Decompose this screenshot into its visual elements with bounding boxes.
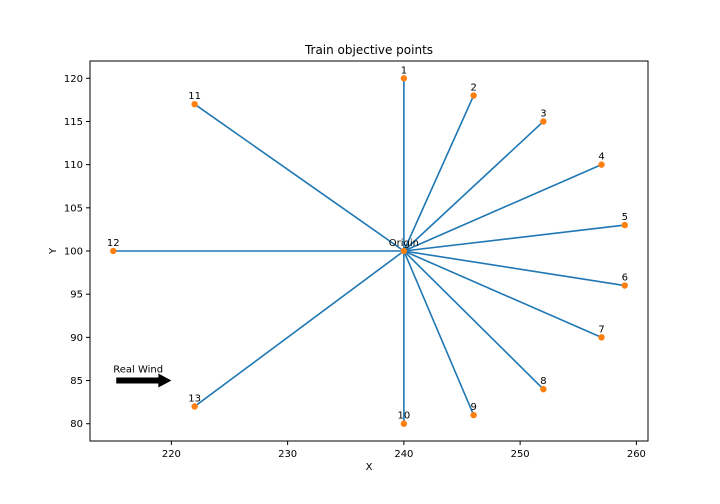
connection-line bbox=[403, 250, 602, 339]
x-tick-label: 240 bbox=[394, 449, 413, 460]
point-label: 9 bbox=[470, 402, 476, 413]
point-marker bbox=[400, 75, 408, 82]
connection-line bbox=[403, 250, 625, 287]
wind-label: Real Wind bbox=[113, 365, 163, 376]
connection-line bbox=[403, 163, 602, 252]
x-axis-label: X bbox=[366, 462, 373, 473]
connection-line bbox=[403, 224, 625, 252]
y-tick-label: 100 bbox=[64, 247, 83, 258]
y-tick-label: 85 bbox=[70, 376, 83, 387]
point-label: 6 bbox=[622, 273, 628, 284]
y-tick-label: 80 bbox=[70, 419, 83, 430]
point-label: 10 bbox=[398, 411, 411, 422]
origin-label: Origin bbox=[389, 238, 419, 249]
y-tick-label: 110 bbox=[64, 160, 83, 171]
point-label: 4 bbox=[598, 152, 604, 163]
point-label: 1 bbox=[401, 65, 407, 76]
point-marker bbox=[191, 403, 198, 410]
point-marker bbox=[598, 334, 605, 341]
wind-arrow-icon bbox=[116, 373, 172, 388]
connection-line bbox=[403, 250, 475, 416]
y-axis-label: Y bbox=[48, 247, 59, 255]
connection-line bbox=[403, 250, 544, 390]
point-marker bbox=[540, 118, 547, 125]
point-label: 11 bbox=[188, 91, 201, 102]
point-marker bbox=[110, 247, 117, 255]
y-tick-label: 120 bbox=[64, 74, 83, 85]
chart-title: Train objective points bbox=[304, 43, 433, 57]
connection-line bbox=[194, 250, 405, 408]
point-label: 5 bbox=[622, 212, 628, 223]
point-label: 3 bbox=[540, 108, 546, 119]
x-tick-label: 220 bbox=[162, 449, 181, 460]
y-tick-label: 90 bbox=[70, 333, 83, 344]
connection-line bbox=[403, 95, 475, 252]
y-tick-label: 95 bbox=[70, 290, 83, 301]
point-marker bbox=[470, 411, 477, 419]
point-label: 8 bbox=[540, 376, 546, 387]
y-tick-label: 115 bbox=[64, 117, 83, 128]
x-tick-label: 250 bbox=[511, 449, 530, 460]
point-label: 7 bbox=[598, 324, 604, 335]
wind-annotation: Real Wind bbox=[113, 365, 172, 388]
point-marker bbox=[621, 282, 628, 289]
point-label: 12 bbox=[107, 238, 120, 249]
point-marker bbox=[621, 221, 628, 229]
connection-line bbox=[403, 120, 544, 252]
point-marker bbox=[400, 420, 408, 427]
connection-lines bbox=[113, 78, 625, 424]
point-marker bbox=[191, 100, 198, 108]
point-markers bbox=[110, 75, 628, 427]
point-label: 2 bbox=[470, 83, 476, 94]
point-marker bbox=[540, 385, 547, 393]
y-tick-label: 105 bbox=[64, 203, 83, 214]
point-marker bbox=[598, 161, 605, 168]
x-tick-label: 260 bbox=[627, 449, 646, 460]
x-tick-label: 230 bbox=[278, 449, 297, 460]
origin-marker bbox=[400, 247, 408, 255]
point-label: 13 bbox=[188, 393, 201, 404]
connection-line bbox=[194, 103, 405, 252]
point-marker bbox=[470, 92, 477, 99]
